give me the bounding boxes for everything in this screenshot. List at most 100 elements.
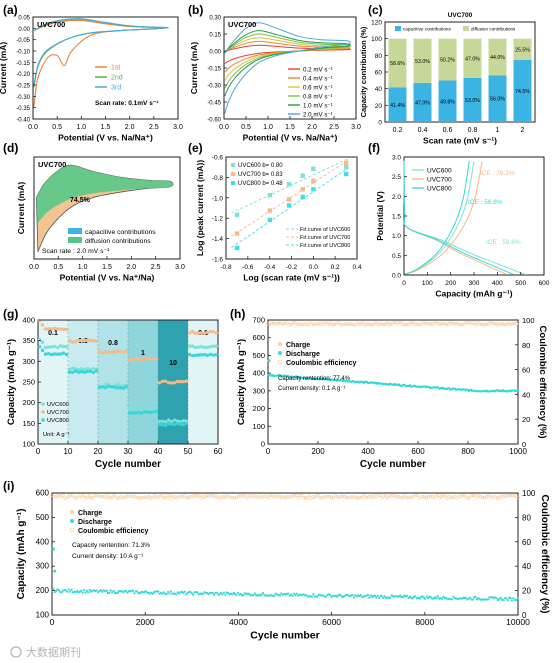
panel-i-point-ce (460, 493, 464, 497)
panel-i-point-ce (503, 494, 507, 498)
panel-f-annotation: ICE : 76.1% (480, 170, 515, 177)
panel-c-ytick-label: 100 (371, 36, 382, 43)
panel-g-xtick-label: 30 (124, 447, 133, 456)
panel-i-point-ce (158, 494, 162, 498)
panel-g-rate-label: 0.1 (48, 330, 58, 337)
panel-f-ytick-label: 0.5 (392, 253, 401, 260)
panel-h-ytick-label: 100 (252, 422, 265, 431)
panel-a-ytick-label: -0.10 (16, 50, 30, 56)
panel-g-point-UVC600 (82, 367, 87, 372)
panel-i-legend-swatch (69, 527, 75, 533)
panel-d-xtick-label: 0.0 (29, 264, 39, 271)
panel-i-point-ce (182, 493, 186, 497)
panel-i-point-ce (177, 494, 181, 499)
panel-i-point-capacity (253, 592, 256, 595)
panel-g-band (128, 320, 158, 444)
panel-h-ytick-right-label: 80 (522, 341, 530, 350)
panel-c-legend-swatch (463, 26, 469, 31)
panel-a-ytick-label: -0.40 (16, 118, 30, 124)
panel-i-point-ce (331, 496, 336, 500)
panel-i-point-ce (298, 494, 302, 498)
panel-i-point-ce (184, 496, 188, 500)
panel-i-point-ce (210, 494, 214, 498)
panel-a-ytick-label: -0.20 (16, 72, 30, 78)
panel-i-point-capacity (178, 592, 181, 595)
panel-e-xtick-label: 0.4 (352, 264, 361, 271)
panel-g-point-UVC600 (61, 344, 66, 349)
panel-h-point-ce (448, 321, 452, 325)
panel-f-legend-label: UVC700 (427, 177, 452, 184)
panel-i-point-ce (55, 493, 60, 498)
panel-c-bar-capacitive (463, 77, 482, 122)
panel-g-point-UVC600 (43, 345, 48, 350)
panel-c-ytick-label: 60 (375, 70, 383, 77)
panel-h-point-ce (273, 321, 277, 325)
panel-g-point-UVC600 (76, 368, 81, 372)
panel-i-point-ce (221, 494, 226, 499)
panel-g-legend-swatch (41, 418, 45, 422)
panel-i-point-ce (69, 493, 73, 497)
panel-h-point-capacity (516, 389, 520, 392)
panel-b-legend-label: 0.2 mV s⁻¹ (303, 67, 333, 74)
panel-g-point-UVC700 (136, 357, 141, 361)
panel-i-point-capacity (421, 595, 424, 598)
panel-i-point-capacity (496, 599, 500, 602)
panel-b-ytick-label: -0.45 (207, 101, 221, 107)
panel-g-legend-label: UVC600 (47, 402, 69, 408)
panel-i-point-ce (385, 496, 390, 500)
panel-h-label: (h) (230, 307, 245, 321)
panel-i-point-ce (361, 493, 365, 497)
panel-g-point-UVC800 (52, 352, 57, 356)
panel-i-point-ce (233, 496, 237, 500)
panel-g-xtick-label: 10 (64, 447, 73, 456)
panel-i-point-ce (357, 495, 362, 500)
panel-e-xtick-label: -0.2 (286, 264, 298, 271)
panel-g-point-UVC800 (148, 410, 153, 415)
panel-h-point-ce (313, 322, 317, 326)
panel-i-point-capacity (109, 589, 112, 592)
panel-h-legend-label: Coulombic efficiency (286, 360, 357, 367)
panel-i-ytick-right-label: 80 (522, 513, 531, 522)
panel-h-point-ce (359, 321, 363, 326)
panel-h-ytick-label: 600 (252, 333, 265, 342)
panel-h-point-ce (418, 322, 422, 327)
panel-h-point-ce (374, 321, 379, 325)
panel-i-point-capacity (95, 589, 98, 592)
panel-b-legend-label: 0.8 mV s⁻¹ (303, 94, 333, 101)
panel-e-point-UVC600 (343, 165, 349, 170)
panel-i-point-capacity (84, 591, 87, 594)
panel-h-note: Current density: 0.1 A g⁻¹ (278, 386, 346, 392)
panel-i-point-ce (104, 496, 108, 500)
panel-e-point-UVC800 (286, 203, 292, 208)
panel-h-ytick-label: 0 (261, 440, 265, 449)
panel-b-ytick-label: 0.30 (209, 16, 221, 22)
panel-c-ytick-label: 120 (371, 20, 382, 27)
panel-c-bar-capacitive (413, 82, 432, 122)
panel-i-ytick-right-label: 60 (522, 538, 531, 547)
panel-g-point-UVC800 (49, 352, 54, 357)
panel-b-ytick-label: 0.00 (209, 50, 221, 56)
panel-g-rate-label: 1 (141, 350, 145, 357)
panel-g-point-UVC600 (208, 345, 213, 349)
panel-b-legend-label: 0.6 mV s⁻¹ (303, 85, 333, 92)
panel-i-point-ce (311, 495, 315, 499)
panel-g-point-UVC600 (211, 344, 216, 348)
panel-g-point-UVC700 (49, 327, 54, 331)
panel-e-legend-swatch (231, 181, 235, 185)
panel-g-point-UVC700 (151, 357, 156, 361)
panel-h-point-ce (404, 322, 408, 327)
panel-f-discharge-UVC600 (403, 160, 526, 276)
panel-i-point-capacity (495, 597, 498, 600)
panel-i-point-ce (303, 496, 308, 500)
panel-h-point-ce (416, 322, 421, 326)
panel-e-point-UVC600 (300, 173, 305, 178)
panel-i-point-ce (83, 496, 88, 500)
panel-i-point-ce (423, 495, 427, 500)
panel-a-xlabel: Potential (V vs. Na/Na⁺) (58, 133, 153, 143)
panel-i-point-ce (119, 494, 123, 498)
panel-g-point-UVC600 (64, 345, 69, 349)
watermark-text: 大数据期刊 (26, 645, 81, 659)
panel-g-point-UVC800 (55, 352, 60, 356)
panel-g-point-UVC600 (172, 418, 177, 422)
panel-i-point-ce (398, 495, 403, 500)
